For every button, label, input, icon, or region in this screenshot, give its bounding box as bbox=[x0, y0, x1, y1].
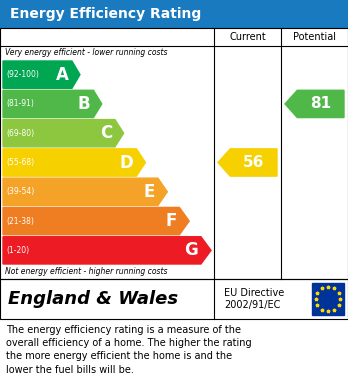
Polygon shape bbox=[3, 120, 124, 147]
Polygon shape bbox=[3, 149, 145, 176]
Text: B: B bbox=[78, 95, 90, 113]
Polygon shape bbox=[218, 149, 277, 176]
Text: F: F bbox=[165, 212, 176, 230]
Text: (21-38): (21-38) bbox=[6, 217, 34, 226]
Text: Current: Current bbox=[229, 32, 266, 42]
Text: (39-54): (39-54) bbox=[6, 187, 34, 196]
Polygon shape bbox=[3, 208, 189, 235]
Bar bbox=[0, 0, 348, 28]
Text: 56: 56 bbox=[243, 155, 264, 170]
Text: 81: 81 bbox=[310, 97, 331, 111]
Text: The energy efficiency rating is a measure of the
overall efficiency of a home. T: The energy efficiency rating is a measur… bbox=[6, 325, 252, 375]
Text: (69-80): (69-80) bbox=[6, 129, 34, 138]
Text: A: A bbox=[56, 66, 69, 84]
Text: EU Directive
2002/91/EC: EU Directive 2002/91/EC bbox=[224, 288, 284, 310]
Polygon shape bbox=[285, 90, 344, 118]
Text: E: E bbox=[143, 183, 155, 201]
Text: Potential: Potential bbox=[293, 32, 336, 42]
Text: Energy Efficiency Rating: Energy Efficiency Rating bbox=[10, 7, 201, 21]
Bar bbox=[0, 279, 348, 319]
Bar bbox=[312, 283, 344, 315]
Text: (81-91): (81-91) bbox=[6, 99, 34, 108]
Text: G: G bbox=[184, 241, 198, 259]
Text: England & Wales: England & Wales bbox=[8, 290, 178, 308]
Text: C: C bbox=[100, 124, 112, 142]
Polygon shape bbox=[3, 90, 102, 118]
Polygon shape bbox=[3, 178, 167, 205]
Text: D: D bbox=[120, 154, 133, 172]
Polygon shape bbox=[3, 237, 211, 264]
Bar bbox=[0, 28, 348, 279]
Polygon shape bbox=[3, 61, 80, 88]
Text: (1-20): (1-20) bbox=[6, 246, 29, 255]
Bar bbox=[0, 319, 348, 391]
Text: (55-68): (55-68) bbox=[6, 158, 34, 167]
Text: Not energy efficient - higher running costs: Not energy efficient - higher running co… bbox=[5, 267, 167, 276]
Text: (92-100): (92-100) bbox=[6, 70, 39, 79]
Text: Very energy efficient - lower running costs: Very energy efficient - lower running co… bbox=[5, 48, 167, 57]
